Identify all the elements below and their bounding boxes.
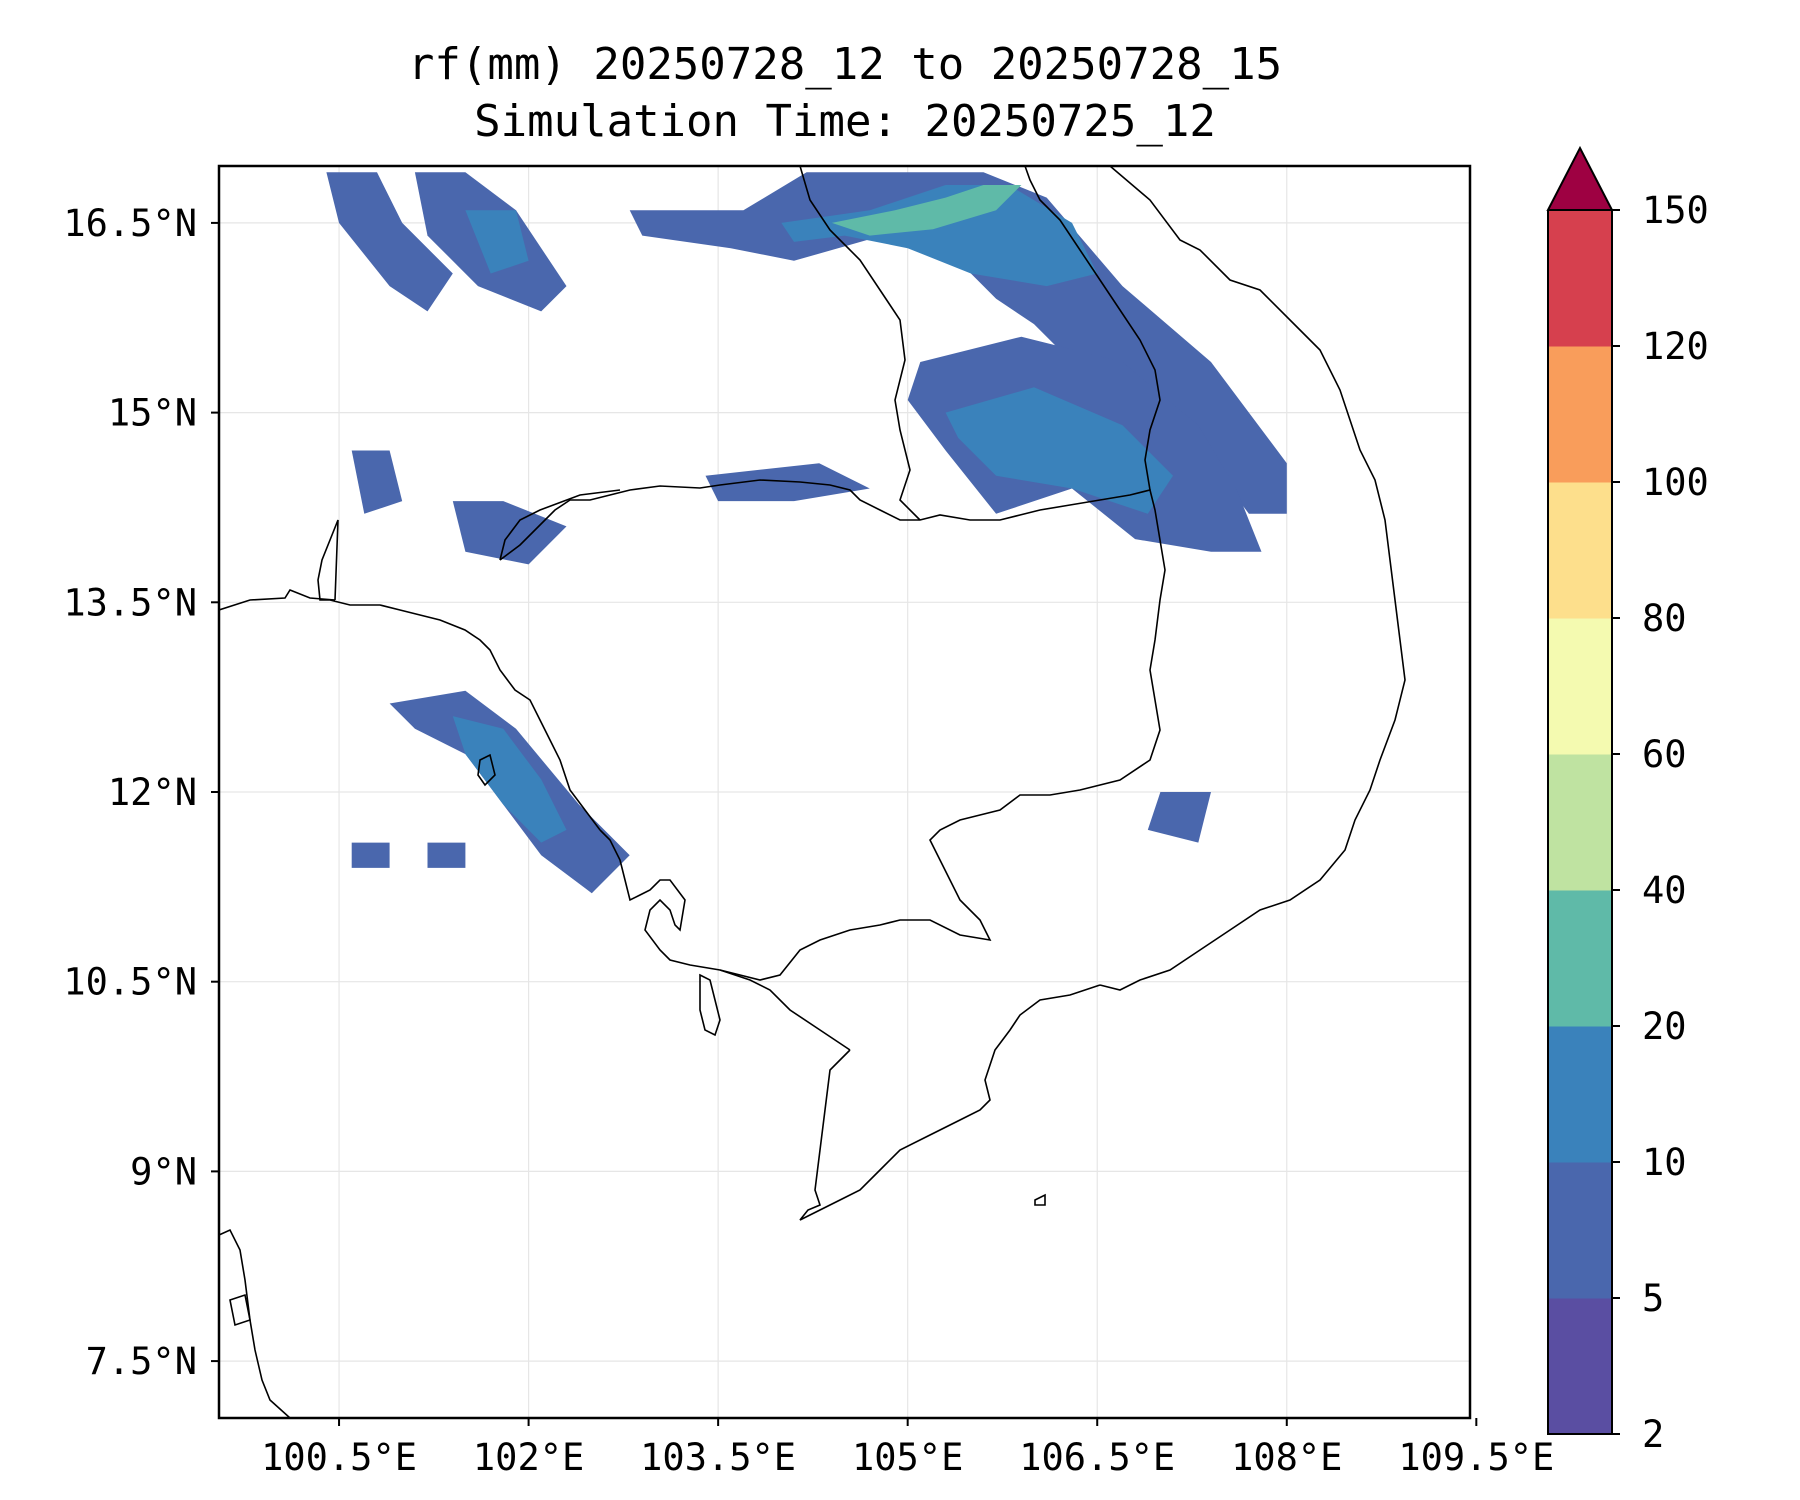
colorbar-frame: [1547, 210, 1613, 1435]
y-tick-label: 12°N: [108, 771, 197, 814]
colorbar-segment: [1548, 346, 1612, 483]
island-koh-chang: [477, 753, 496, 787]
colorbar-tick-label: 150: [1642, 189, 1709, 232]
x-tick-label: 109.5°E: [1398, 1436, 1554, 1479]
x-tick-label: 103.5°E: [640, 1436, 796, 1479]
y-tick-label: 13.5°N: [63, 581, 197, 624]
colorbar-tick-label: 2: [1642, 1413, 1664, 1456]
island-phu-quoc: [699, 973, 721, 1037]
coastline-gulf-of-thailand: [599, 829, 851, 1051]
colorbar-segment: [1548, 210, 1612, 347]
x-tick-label: 102°E: [473, 1436, 584, 1479]
chart-title-line2: Simulation Time: 20250725_12: [474, 96, 1216, 147]
x-tick-label: 100.5°E: [261, 1436, 417, 1479]
coastline-mekong-delta: [799, 984, 1101, 1221]
rain-region-5mm: [629, 172, 1287, 514]
colorbar-tick-label: 10: [1642, 1141, 1687, 1184]
coastline-east-vietnam: [1099, 166, 1406, 991]
colorbar-tick-label: 60: [1642, 733, 1687, 776]
coastline-thailand-east: [317, 519, 601, 831]
y-tick-label: 9°N: [130, 1150, 197, 1193]
colorbar-segment: [1548, 482, 1612, 619]
coastlines-and-borders: [219, 166, 1406, 1418]
colorbar-segment: [1548, 890, 1612, 1027]
colorbar-segment: [1548, 618, 1612, 755]
map-panel: [217, 164, 1472, 1420]
rain-region-5mm: [351, 450, 403, 514]
border-laos-vietnam: [799, 166, 921, 521]
colorbar-segment: [1548, 1298, 1612, 1435]
x-tick-label: 105°E: [852, 1436, 963, 1479]
rainfall-contours: [326, 172, 1287, 894]
y-tick-label: 16.5°N: [63, 202, 197, 245]
colorbar-segment: [1548, 1162, 1612, 1299]
x-tick-label: 108°E: [1231, 1436, 1342, 1479]
colorbar-tick-label: 40: [1642, 869, 1687, 912]
rain-region-5mm: [326, 172, 453, 312]
y-tick-label: 7.5°N: [86, 1340, 197, 1383]
rain-region-10mm: [465, 210, 529, 274]
colorbar: 2 5 10 20 40 60 80 100 120 150: [1546, 145, 1709, 1456]
colorbar-segment: [1548, 1026, 1612, 1163]
border-laos-cambodia: [1024, 166, 1161, 491]
rain-region-5mm: [351, 842, 390, 868]
x-tick-label: 106.5°E: [1019, 1436, 1175, 1479]
colorbar-segment: [1548, 754, 1612, 891]
island-con-dao: [1034, 1193, 1046, 1206]
border-thailand-laos: [499, 489, 621, 561]
border-cambodia: [499, 479, 1166, 981]
coastline-west-edge: [219, 589, 336, 611]
rain-region-5mm: [1147, 792, 1211, 843]
rain-region-10mm: [452, 716, 567, 843]
colorbar-tick-label: 5: [1642, 1277, 1664, 1320]
rain-region-20mm: [831, 185, 1022, 236]
chart-title-line1: rf(mm) 20250728_12 to 20250728_15: [408, 39, 1282, 90]
rain-region-10mm: [945, 387, 1173, 514]
y-axis: 16.5°N 15°N 13.5°N 12°N 10.5°N 9°N 7.5°N: [63, 202, 219, 1383]
colorbar-extend-triangle: [1546, 145, 1614, 211]
colorbar-tick-label: 80: [1642, 597, 1687, 640]
y-tick-label: 10.5°N: [63, 961, 197, 1004]
colorbar-tick-label: 20: [1642, 1005, 1687, 1048]
colorbar-tick-label: 100: [1642, 461, 1709, 504]
rain-region-5mm: [427, 842, 466, 868]
island-samui: [229, 1293, 251, 1327]
rain-region-10mm: [781, 185, 1098, 287]
x-axis: 100.5°E 102°E 103.5°E 105°E 106.5°E 108°E 109.…: [261, 1418, 1554, 1479]
y-tick-label: 15°N: [108, 392, 197, 435]
colorbar-tick-label: 120: [1642, 325, 1709, 368]
